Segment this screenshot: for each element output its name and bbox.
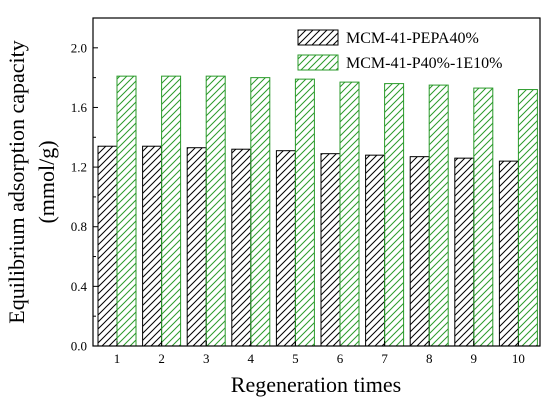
bar-series-1-cat-9	[454, 157, 475, 347]
bar-series-2-cat-6	[339, 81, 360, 347]
bar-series-2-cat-10	[517, 89, 538, 347]
bar-series-2-cat-1	[116, 75, 137, 347]
bar-series-2-cat-2	[161, 75, 182, 347]
x-tick-label: 7	[381, 351, 388, 366]
bar-series-2-cat-7	[384, 83, 405, 347]
x-tick-label: 10	[512, 351, 525, 366]
bar-series-2-cat-8	[428, 84, 449, 347]
bar-series-1-cat-1	[97, 145, 118, 347]
legend-swatch-series-1	[297, 29, 339, 46]
y-axis-label-line2: (mmol/g)	[34, 140, 59, 223]
bar-series-1-cat-10	[498, 160, 519, 347]
bar-series-1-cat-6	[320, 153, 341, 347]
x-tick-label: 4	[248, 351, 255, 366]
bar-series-2-cat-5	[294, 78, 315, 347]
bar-series-1-cat-8	[409, 156, 430, 347]
x-tick-label: 8	[426, 351, 433, 366]
y-tick-label: 2.0	[71, 40, 87, 55]
x-axis-label: Regeneration times	[231, 372, 401, 397]
x-tick-label: 6	[337, 351, 344, 366]
bar-series-1-cat-5	[275, 150, 296, 347]
bars-group	[97, 75, 538, 347]
x-tick-label: 9	[471, 351, 478, 366]
plot-frame	[92, 17, 541, 347]
legend-label-series-1: MCM-41-PEPA40%	[346, 30, 479, 47]
y-tick-label: 0.8	[71, 219, 87, 234]
bar-series-1-cat-2	[142, 145, 163, 347]
legend-label-series-2: MCM-41-P40%-1E10%	[346, 55, 502, 72]
y-tick-label: 1.2	[71, 160, 87, 175]
y-tick-label: 1.6	[71, 100, 88, 115]
y-tick-label: 0.4	[71, 279, 88, 294]
bar-series-2-cat-9	[473, 87, 494, 347]
x-tick-label: 3	[203, 351, 210, 366]
x-tick-label: 1	[114, 351, 121, 366]
y-tick-label: 0.0	[71, 339, 87, 354]
x-tick-label: 2	[158, 351, 165, 366]
y-axis-label-line1: Equilibrium adsorption capacity	[4, 40, 29, 324]
bar-series-1-cat-4	[231, 148, 252, 347]
legend-swatch-series-2	[297, 54, 339, 71]
bar-series-1-cat-3	[186, 147, 207, 347]
x-tick-label: 5	[292, 351, 299, 366]
bar-series-2-cat-4	[250, 77, 271, 347]
bar-series-1-cat-7	[365, 154, 386, 347]
legend: MCM-41-PEPA40% MCM-41-P40%-1E10%	[297, 29, 502, 72]
x-axis: 1 2 3 4 5 6 7 8 9 10	[114, 341, 525, 366]
y-axis: 0.0 0.4 0.8 1.2 1.6 2.0	[71, 17, 98, 354]
bar-series-2-cat-3	[205, 75, 226, 347]
